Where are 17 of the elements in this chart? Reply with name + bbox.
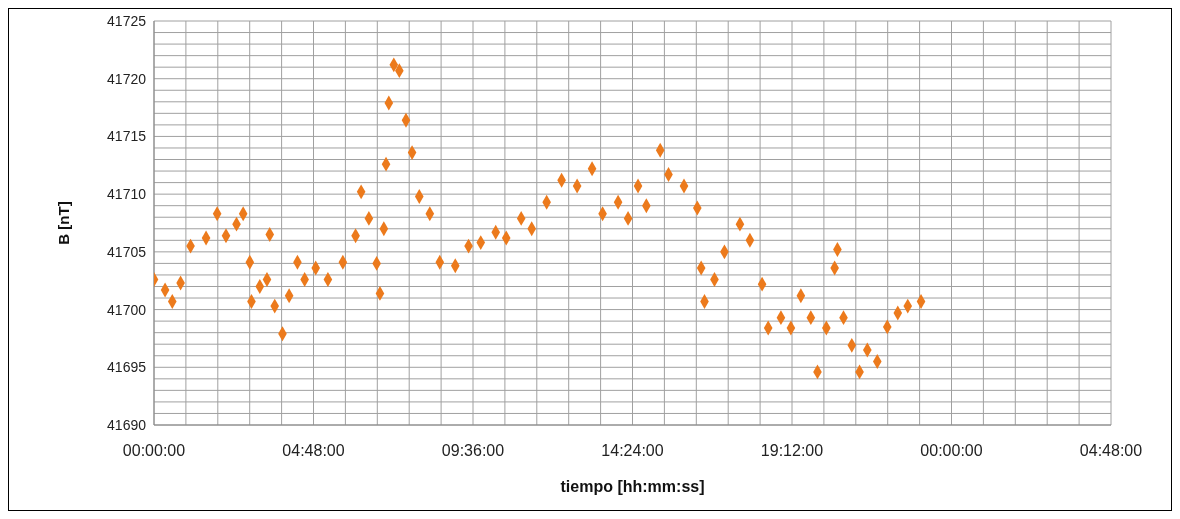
y-tick-label: 41725 xyxy=(107,12,147,29)
y-tick-label: 41695 xyxy=(107,359,147,376)
x-tick-label: 00:00:00 xyxy=(122,442,186,460)
y-tick-label: 41700 xyxy=(107,301,147,318)
x-axis-title: tiempo [hh:mm:ss] xyxy=(560,478,705,495)
x-tick-label: 19:12:00 xyxy=(760,442,824,460)
y-tick-label: 41720 xyxy=(107,70,147,87)
y-tick-label: 41705 xyxy=(107,243,147,260)
y-tick-label: 41710 xyxy=(107,186,147,203)
x-tick-label: 09:36:00 xyxy=(441,442,505,460)
x-tick-label: 14:24:00 xyxy=(601,442,664,460)
x-tick-label: 04:48:00 xyxy=(282,442,345,460)
x-tick-label: 00:00:00 xyxy=(920,442,983,460)
y-tick-label: 41690 xyxy=(107,416,147,433)
x-tick-label: 04:48:00 xyxy=(1079,442,1143,460)
y-tick-label: 41715 xyxy=(107,128,147,145)
y-axis-title: B [nT] xyxy=(55,201,73,245)
